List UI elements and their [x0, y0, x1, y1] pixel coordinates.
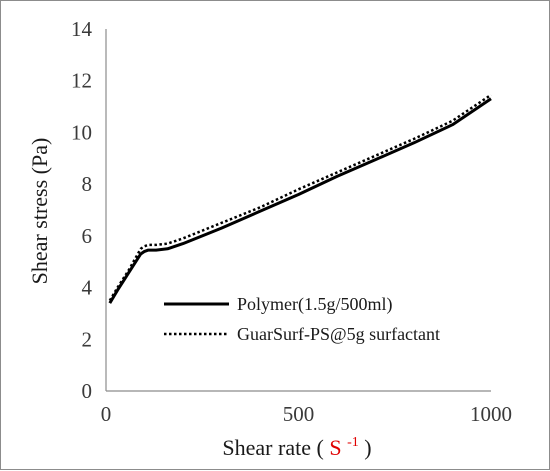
legend-label-guarsurf: GuarSurf-PS@5g surfactant — [237, 324, 440, 344]
y-tick-label: 14 — [71, 17, 93, 41]
x-tick-label: 1000 — [470, 402, 512, 426]
y-tick-label: 0 — [82, 379, 93, 403]
y-tick-label: 12 — [71, 69, 92, 93]
y-axis-title: Shear stress (Pa) — [27, 138, 52, 285]
x-tick-label: 0 — [101, 402, 112, 426]
x-axis-title-paren-close: ) — [364, 435, 371, 460]
legend-label-polymer: Polymer(1.5g/500ml) — [237, 294, 393, 315]
y-tick-label: 4 — [82, 276, 93, 300]
axes — [105, 29, 491, 392]
x-axis-title-paren-open: ( — [316, 435, 323, 460]
y-tick-label: 6 — [82, 224, 93, 248]
y-tick-labels: 0 2 4 6 8 10 12 14 — [71, 17, 93, 403]
x-axis-unit: S — [329, 435, 341, 460]
legend: Polymer(1.5g/500ml) GuarSurf-PS@5g surfa… — [164, 294, 440, 344]
x-axis-title: Shear rate ( S -1 ) — [222, 426, 371, 460]
x-tick-label: 500 — [283, 402, 315, 426]
y-tick-label: 10 — [71, 120, 92, 144]
y-tick-label: 8 — [82, 172, 93, 196]
x-tick-labels: 0 500 1000 — [101, 402, 512, 426]
series-lines — [108, 93, 492, 304]
x-axis-unit-exponent: -1 — [347, 435, 359, 450]
series-line-0 — [108, 97, 492, 304]
y-tick-label: 2 — [82, 327, 93, 351]
series-line-1 — [108, 93, 492, 302]
x-axis-title-main: Shear rate — [222, 435, 311, 460]
